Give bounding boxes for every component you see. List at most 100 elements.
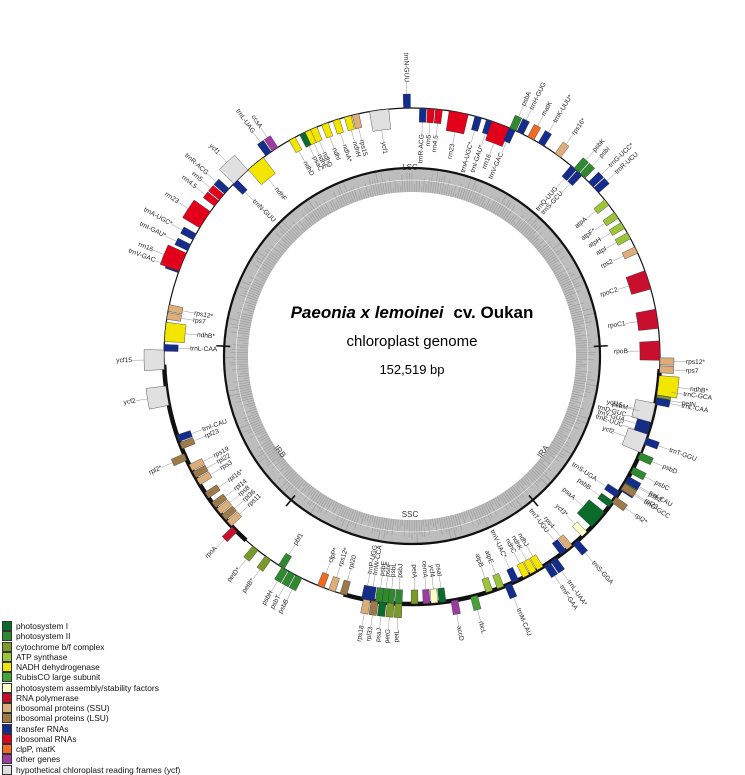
legend-item: RNA polymerase <box>2 693 180 703</box>
gene-label: trnT-GGU <box>668 447 697 463</box>
gene-block <box>538 130 551 146</box>
gene-label: petA <box>410 564 417 578</box>
gene-label: atpE <box>483 549 495 565</box>
gene-label: trnS-GGA <box>590 560 615 587</box>
legend-label: photosystem assembly/stability factors <box>16 683 159 693</box>
gene-leader <box>194 436 205 440</box>
gene-block <box>375 587 384 602</box>
gene-block <box>257 556 271 572</box>
gene-leader <box>239 506 248 514</box>
gene-block <box>640 341 660 360</box>
cultivar-name: cv. Oukan <box>453 303 533 322</box>
gene-leader <box>347 569 350 581</box>
gene-block <box>317 572 328 587</box>
legend-label: other genes <box>16 754 60 764</box>
gene-leader <box>538 115 544 126</box>
gene-leader <box>634 495 644 501</box>
legend-item: ribosomal proteins (SSU) <box>2 703 180 713</box>
gene-leader <box>162 463 173 468</box>
gene-leader <box>626 322 638 324</box>
legend-item: photosystem II <box>2 631 180 641</box>
gene-block <box>528 124 541 140</box>
gene-label: rpl20 <box>347 554 358 570</box>
gene-leader <box>203 456 214 461</box>
gene-leader <box>359 128 362 140</box>
legend-item: hypothetical chloroplast reading frames … <box>2 765 180 775</box>
gene-leader <box>547 532 554 542</box>
gene-label: ycf1 <box>380 141 389 154</box>
legend-label: photosystem I <box>16 621 68 631</box>
svg-text:Paeonia x lemoinei cv. O: Paeonia x lemoinei cv. Oukan <box>291 303 534 322</box>
legend-item: ribosomal proteins (LSU) <box>2 713 180 723</box>
legend-swatch <box>2 724 12 734</box>
gene-leader <box>397 618 398 630</box>
ira-gene-leader <box>625 508 635 515</box>
gene-block <box>603 213 618 226</box>
ira-gene-leader <box>639 487 649 493</box>
gene-leader <box>218 481 228 488</box>
ira-gene-label: trnL-CAA <box>681 403 710 415</box>
gene-leader <box>658 446 669 450</box>
gene-block <box>631 467 647 480</box>
gene-leader <box>351 130 354 142</box>
ira-gene-leader <box>670 404 682 406</box>
gene-block <box>395 589 402 603</box>
gene-leader <box>574 499 583 507</box>
gene-leader <box>566 515 574 524</box>
gene-leader <box>336 566 340 577</box>
gene-block <box>609 222 624 235</box>
legend-item: photosystem I <box>2 621 180 631</box>
gene-label: psaA <box>561 486 577 502</box>
legend-swatch <box>2 683 12 693</box>
region-lsc: LSC <box>402 163 418 172</box>
gene-leader <box>386 577 387 589</box>
gene-leader <box>490 143 494 154</box>
legend-item: ATP synthase <box>2 652 180 662</box>
legend-label: transfer RNAs <box>16 724 69 734</box>
gene-leader <box>182 311 194 313</box>
gene-leader <box>191 430 202 434</box>
gene-label: rrn23 <box>447 143 457 160</box>
gene-leader <box>596 480 606 487</box>
gene-leader <box>519 106 524 117</box>
gene-block <box>604 484 619 497</box>
region-tick <box>594 346 608 347</box>
gene-label: accD <box>455 625 465 641</box>
ira-gene-block <box>660 358 674 365</box>
gene-leader <box>482 134 486 145</box>
legend-swatch <box>2 744 12 754</box>
legend-item: photosystem assembly/stability factors <box>2 683 180 693</box>
gene-leader <box>196 187 205 194</box>
legend-swatch <box>2 631 12 641</box>
gene-block <box>427 108 435 122</box>
gene-label: trnN-GUU <box>251 198 277 224</box>
gene-leader <box>166 236 177 241</box>
gene-block <box>644 438 660 449</box>
gene-label: trnN-GUU <box>402 53 410 83</box>
gene-label: trnK-UUU* <box>552 93 574 124</box>
gene-block <box>329 576 340 591</box>
gene-leader <box>457 614 459 626</box>
legend-swatch <box>2 672 12 682</box>
gene-block <box>446 111 468 134</box>
gene-leader <box>279 585 285 595</box>
legend-label: cytochrome b/f complex <box>16 642 104 652</box>
gene-block <box>167 313 182 322</box>
gene-block <box>168 305 183 314</box>
gene-leader <box>625 420 636 423</box>
gene-label: rps16* <box>571 117 588 137</box>
gene-label: pbf1 <box>292 532 305 547</box>
ira-gene-block <box>632 400 656 423</box>
gene-block <box>626 271 651 295</box>
gene-block <box>171 454 187 466</box>
gene-label: rps18 <box>356 624 366 642</box>
gene-leader <box>326 562 330 573</box>
gene-block <box>451 600 460 615</box>
gene-block <box>386 603 394 618</box>
gene-leader <box>330 137 334 148</box>
legend-swatch <box>2 713 12 723</box>
gene-leader <box>309 146 314 157</box>
gene-leader <box>585 553 593 562</box>
gene-leader <box>481 567 485 578</box>
